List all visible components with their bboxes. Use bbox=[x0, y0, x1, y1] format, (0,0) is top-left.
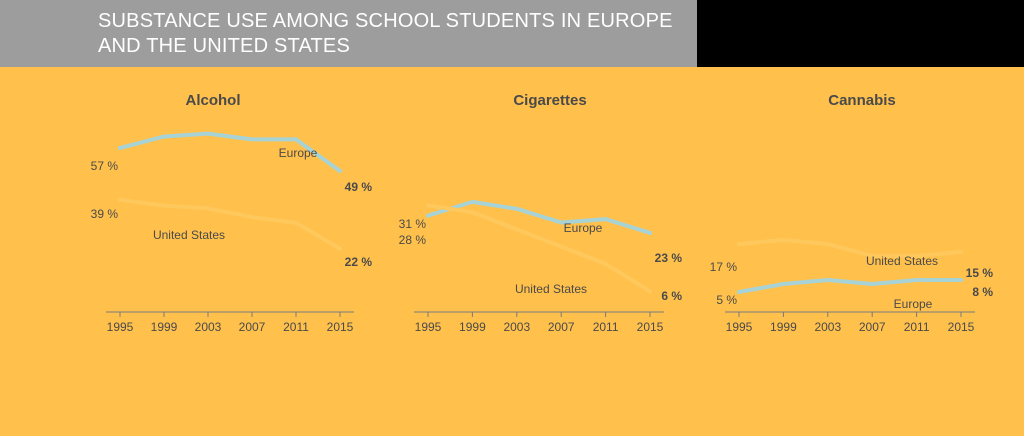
alcohol-x-tick-label-2015: 2015 bbox=[327, 320, 354, 334]
alcohol-europe-start-label: 57 % bbox=[91, 159, 119, 173]
cannabis-x-tick-label-1999: 1999 bbox=[770, 320, 797, 334]
cannabis-europe-line bbox=[737, 278, 963, 294]
cannabis-united-states-point-2007 bbox=[870, 254, 875, 258]
cannabis-x-tick-label-2015: 2015 bbox=[948, 320, 975, 334]
cannabis-united-states-line bbox=[737, 238, 963, 258]
cigarettes-united-states-point-1999 bbox=[470, 210, 475, 215]
cigarettes-europe-end-label: 23 % bbox=[655, 251, 683, 265]
cannabis-united-states-point-2003 bbox=[825, 242, 830, 246]
cannabis-europe-legend-label: Europe bbox=[894, 297, 933, 311]
cannabis-europe-point-2011 bbox=[914, 278, 919, 282]
alcohol-united-states-end-label: 22 % bbox=[345, 255, 373, 269]
cannabis-x-tick-label-2003: 2003 bbox=[814, 320, 841, 334]
cannabis-europe-end-label: 8 % bbox=[972, 285, 993, 299]
cigarettes-x-tick-label-1999: 1999 bbox=[459, 320, 486, 334]
header-black-panel bbox=[697, 0, 1024, 67]
alcohol-europe-point-2015 bbox=[338, 169, 342, 174]
alcohol-united-states-point-1995 bbox=[118, 197, 122, 202]
cannabis-united-states-point-2011 bbox=[914, 254, 919, 258]
cannabis-united-states-point-1999 bbox=[781, 238, 786, 242]
cigarettes-europe-point-2007 bbox=[559, 220, 564, 225]
alcohol-europe-point-1995 bbox=[118, 146, 122, 151]
cigarettes-united-states-end-label: 6 % bbox=[661, 289, 682, 303]
cigarettes-chart-title: Cigarettes bbox=[513, 92, 586, 109]
cigarettes-europe-point-1999 bbox=[470, 199, 475, 204]
cigarettes-europe-start-label: 28 % bbox=[399, 233, 427, 247]
cannabis-united-states-legend-label: United States bbox=[866, 254, 938, 268]
title-banner bbox=[0, 0, 697, 67]
cigarettes-europe-legend-label: Europe bbox=[564, 221, 603, 235]
alcohol-united-states-legend-label: United States bbox=[153, 228, 225, 242]
alcohol-x-tick-label-2007: 2007 bbox=[239, 320, 266, 334]
cannabis-united-states-point-2015 bbox=[959, 250, 963, 254]
cigarettes-united-states-point-2015 bbox=[648, 289, 652, 294]
cigarettes-united-states-point-1995 bbox=[426, 203, 430, 208]
cigarettes-united-states-line bbox=[426, 203, 652, 294]
cannabis-europe-point-2003 bbox=[825, 278, 830, 282]
cannabis-x-tick-label-2011: 2011 bbox=[904, 320, 930, 334]
alcohol-united-states-point-2007 bbox=[250, 215, 254, 220]
cannabis-united-states-start-label: 17 % bbox=[710, 260, 738, 274]
alcohol-europe-point-2007 bbox=[250, 137, 254, 142]
alcohol-x-tick-label-2011: 2011 bbox=[283, 320, 309, 334]
alcohol-europe-legend-label: Europe bbox=[279, 146, 318, 160]
alcohol-x-tick-label-1995: 1995 bbox=[107, 320, 134, 334]
cigarettes-europe-point-2011 bbox=[603, 217, 608, 222]
alcohol-chart-title: Alcohol bbox=[186, 92, 241, 109]
cannabis-europe-point-1999 bbox=[781, 282, 786, 286]
cigarettes-united-states-start-label: 31 % bbox=[399, 217, 427, 231]
cigarettes-united-states-legend-label: United States bbox=[515, 282, 587, 296]
page-title: SUBSTANCE USE AMONG SCHOOL STUDENTS IN E… bbox=[98, 10, 673, 57]
cigarettes-europe-point-2003 bbox=[514, 206, 519, 211]
alcohol-united-states-point-2011 bbox=[294, 220, 298, 225]
cannabis-united-states-point-1995 bbox=[737, 242, 741, 246]
alcohol-europe-point-2011 bbox=[294, 137, 298, 142]
cigarettes-europe-point-1995 bbox=[426, 213, 430, 218]
cigarettes-x-tick-label-1995: 1995 bbox=[415, 320, 442, 334]
cigarettes-united-states-point-2007 bbox=[559, 244, 564, 249]
alcohol-x-tick-label-1999: 1999 bbox=[151, 320, 178, 334]
alcohol-united-states-point-2015 bbox=[338, 246, 342, 251]
alcohol-united-states-start-label: 39 % bbox=[91, 207, 119, 221]
cigarettes-europe-point-2015 bbox=[648, 230, 652, 235]
alcohol-x-tick-label-2003: 2003 bbox=[195, 320, 222, 334]
cigarettes-europe-line bbox=[426, 199, 652, 235]
cigarettes-united-states-point-2003 bbox=[514, 227, 519, 232]
cannabis-x-tick-label-1995: 1995 bbox=[726, 320, 753, 334]
cannabis-united-states-end-label: 15 % bbox=[966, 266, 994, 280]
alcohol-europe-end-label: 49 % bbox=[345, 180, 373, 194]
cannabis-europe-start-label: 5 % bbox=[716, 293, 737, 307]
cannabis-europe-point-2007 bbox=[870, 282, 875, 286]
cigarettes-x-tick-label-2011: 2011 bbox=[593, 320, 619, 334]
cigarettes-x-tick-label-2015: 2015 bbox=[637, 320, 664, 334]
cigarettes-x-tick-label-2003: 2003 bbox=[503, 320, 530, 334]
cigarettes-united-states-point-2011 bbox=[603, 261, 608, 266]
alcohol-europe-point-2003 bbox=[206, 131, 210, 136]
cigarettes-x-tick-label-2007: 2007 bbox=[548, 320, 575, 334]
alcohol-united-states-point-2003 bbox=[206, 206, 210, 211]
cannabis-europe-point-2015 bbox=[959, 278, 963, 282]
alcohol-europe-line bbox=[118, 131, 342, 173]
cannabis-europe-point-1995 bbox=[737, 290, 741, 294]
cannabis-chart-title: Cannabis bbox=[828, 92, 896, 109]
alcohol-united-states-line bbox=[118, 197, 342, 251]
alcohol-united-states-point-1999 bbox=[162, 203, 166, 208]
cannabis-x-tick-label-2007: 2007 bbox=[859, 320, 886, 334]
alcohol-europe-point-1999 bbox=[162, 134, 166, 139]
